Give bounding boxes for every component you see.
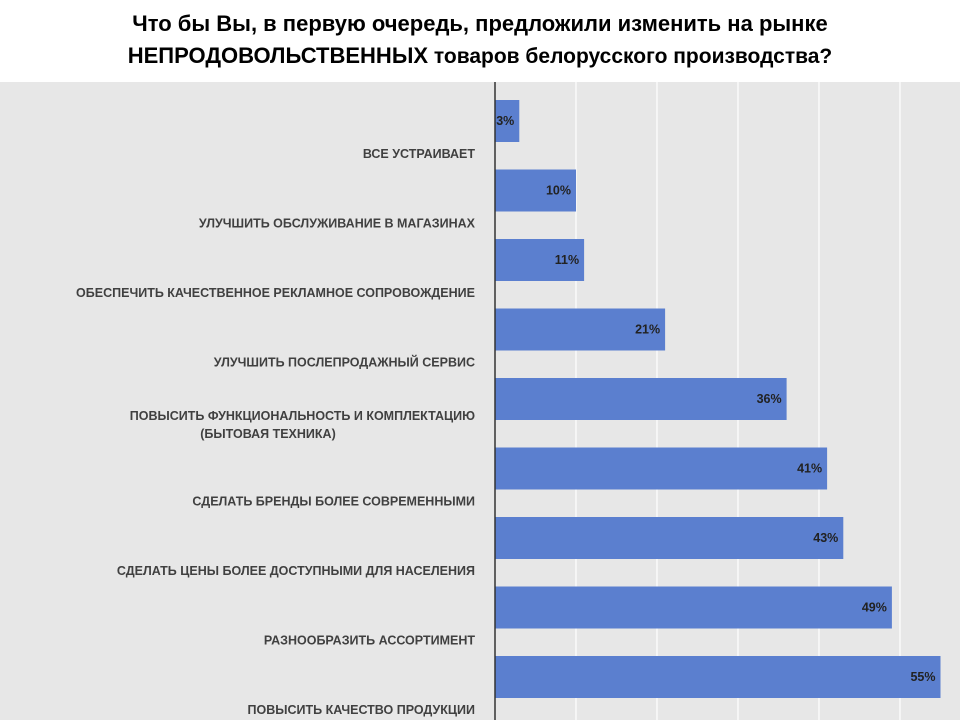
category-label: СДЕЛАТЬ БРЕНДЫ БОЛЕЕ СОВРЕМЕННЫМИ [192, 495, 475, 509]
category-label: РАЗНООБРАЗИТЬ АССОРТИМЕНТ [264, 634, 475, 648]
bar [495, 100, 520, 142]
chart-area: 3% ВСЕ УСТРАИВАЕТ 10% УЛУЧШИТЬ ОБСЛУЖИВАНИЕ… [0, 82, 960, 720]
category-label-line: ПОВЫСИТЬ КАЧЕСТВО ПРОДУКЦИИ [248, 703, 475, 717]
category-label-line: РАЗНООБРАЗИТЬ АССОРТИМЕНТ [264, 634, 475, 648]
category-label: УЛУЧШИТЬ ОБСЛУЖИВАНИЕ В МАГАЗИНАХ [199, 217, 476, 231]
category-label-line: УЛУЧШИТЬ ОБСЛУЖИВАНИЕ В МАГАЗИНАХ [199, 217, 476, 231]
data-label: 41% [797, 462, 822, 476]
category-label-line: ПОВЫСИТЬ ФУНКЦИОНАЛЬНОСТЬ И КОМПЛЕКТАЦИЮ [130, 409, 475, 423]
data-label: 36% [757, 392, 782, 406]
category-label: ПОВЫСИТЬ КАЧЕСТВО ПРОДУКЦИИ [248, 703, 475, 717]
category-label-line: ОБЕСПЕЧИТЬ КАЧЕСТВЕННОЕ РЕКЛАМНОЕ СОПРОВ… [76, 286, 475, 300]
data-label: 21% [635, 323, 660, 337]
title-line-2-rest: товаров белорусского производства? [428, 45, 833, 68]
data-label: 43% [813, 531, 838, 545]
title-line-1: Что бы Вы, в первую очередь, предложили … [132, 11, 828, 36]
category-label: ВСЕ УСТРАИВАЕТ [363, 147, 476, 161]
category-label-line: УЛУЧШИТЬ ПОСЛЕПРОДАЖНЫЙ СЕРВИС [214, 355, 475, 370]
bar [495, 308, 666, 351]
bar [495, 447, 828, 490]
bar [495, 239, 585, 281]
category-label: СДЕЛАТЬ ЦЕНЫ БОЛЕЕ ДОСТУПНЫМИ ДЛЯ НАСЕЛЕ… [117, 564, 475, 578]
title-line-2-caps: НЕПРОДОВОЛЬСТВЕННЫХ [127, 43, 429, 68]
bar [495, 378, 787, 420]
data-label: 10% [546, 184, 571, 198]
category-label: УЛУЧШИТЬ ПОСЛЕПРОДАЖНЫЙ СЕРВИС [214, 355, 475, 370]
category-label-line: (БЫТОВАЯ ТЕХНИКА) [200, 427, 335, 441]
category-label-line: СДЕЛАТЬ БРЕНДЫ БОЛЕЕ СОВРЕМЕННЫМИ [192, 495, 475, 509]
category-label: ОБЕСПЕЧИТЬ КАЧЕСТВЕННОЕ РЕКЛАМНОЕ СОПРОВ… [76, 286, 475, 300]
title-line-2: НЕПРОДОВОЛЬСТВЕННЫХ товаров белорусского… [0, 40, 960, 73]
category-label-line: СДЕЛАТЬ ЦЕНЫ БОЛЕЕ ДОСТУПНЫМИ ДЛЯ НАСЕЛЕ… [117, 564, 475, 578]
bar [495, 656, 941, 698]
data-label: 49% [862, 601, 887, 615]
category-label-line: ВСЕ УСТРАИВАЕТ [363, 147, 476, 161]
bar [495, 586, 892, 629]
category-label: ПОВЫСИТЬ ФУНКЦИОНАЛЬНОСТЬ И КОМПЛЕКТАЦИЮ… [130, 409, 475, 441]
data-label: 55% [910, 670, 935, 684]
bar-chart: 3% ВСЕ УСТРАИВАЕТ 10% УЛУЧШИТЬ ОБСЛУЖИВАНИЕ… [76, 82, 941, 720]
chart-title: Что бы Вы, в первую очередь, предложили … [0, 8, 960, 73]
bar [495, 517, 844, 559]
bar [495, 169, 576, 212]
data-label: 3% [496, 114, 514, 128]
data-label: 11% [555, 253, 579, 267]
